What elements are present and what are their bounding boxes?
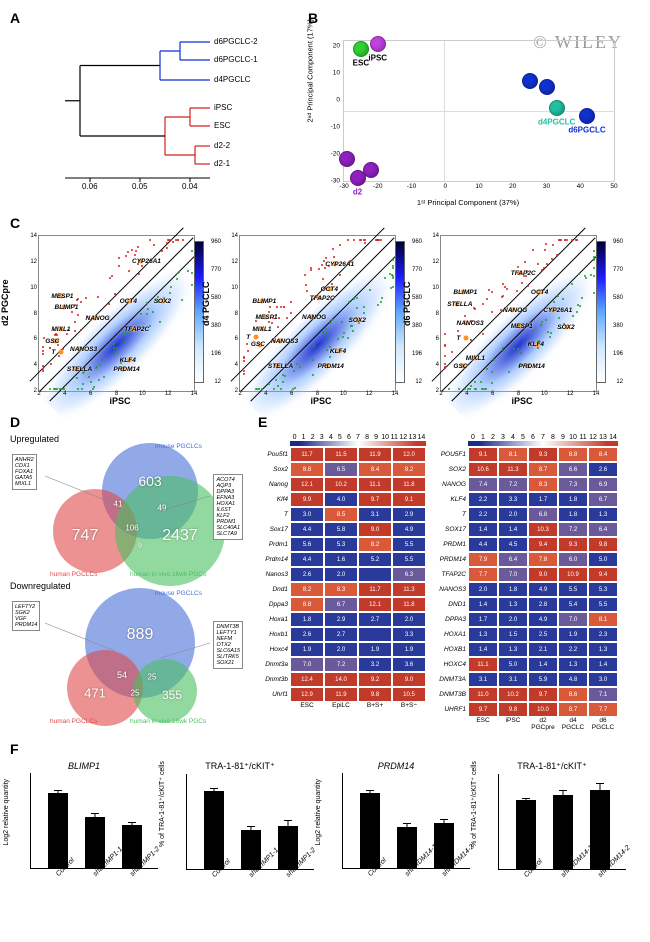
pca-point [353, 41, 369, 57]
dendro-leaf-label: d2-2 [214, 141, 230, 150]
venn-diagram: 603414974710624379ANHR2CDX1FOXA1GATA5MIX… [10, 446, 245, 581]
venn-title: Upregulated [10, 434, 245, 444]
dendrogram: d6PGCLC-2 d6PGCLC-1 d4PGCLC iPSC ESC d2-2 d2-1… [10, 30, 280, 185]
bar-chart: PRDM14Log2 relative quantityControlshPRD… [322, 761, 470, 912]
panel-f-label: F [10, 741, 640, 757]
panel-b-label: B [308, 10, 640, 26]
pca-point [549, 100, 565, 116]
panel-d-label: D [10, 414, 250, 430]
dendro-leaf-label: d2-1 [214, 159, 230, 168]
heatmap: 01234567891011121314Pou5f1Sox2NanogKlf4T… [258, 434, 426, 731]
pca-point [579, 108, 595, 124]
dendro-leaf-label: d4PGCLC [214, 75, 250, 84]
venn-diagram: 889542547125355LEFTY2SGK2VGFPRDM14DNMT3B… [10, 593, 245, 728]
scatter-plot: TFAP2CBLIMP1OCT4STELLANANOGCYP26A1NANOS3… [440, 235, 597, 392]
pca-ylabel: 2ⁿᵈ Principal Component (17%) [306, 18, 315, 122]
dendro-leaf-label: d6PGCLC-2 [214, 37, 258, 46]
pca-plot: © WILEY iPSCESCd4PGCLCd6PGCLCd2-30-20-10… [308, 30, 628, 205]
panel-a-label: A [10, 10, 300, 26]
pca-point [339, 151, 355, 167]
dendro-leaf-label: iPSC [214, 103, 232, 112]
heatmap: 01234567891011121314POU5F1SOX2NANOGKLF4T… [436, 434, 618, 731]
pca-point [363, 162, 379, 178]
pca-point [370, 36, 386, 52]
dendro-leaf-label: d6PGCLC-1 [214, 55, 258, 64]
panel-e-label: E [258, 414, 640, 430]
pca-point [539, 79, 555, 95]
bar-chart: TRA-1-81⁺/cKIT⁺% of TRA-1-81⁺/cKIT⁺ cell… [166, 761, 314, 912]
bar-chart: BLIMP1Log2 relative quantityControlshBLI… [10, 761, 158, 912]
dendro-leaf-label: ESC [214, 121, 230, 130]
pca-point [522, 73, 538, 89]
bar-chart: TRA-1-81⁺/cKIT⁺% of TRA-1-81⁺/cKIT⁺ cell… [478, 761, 626, 912]
